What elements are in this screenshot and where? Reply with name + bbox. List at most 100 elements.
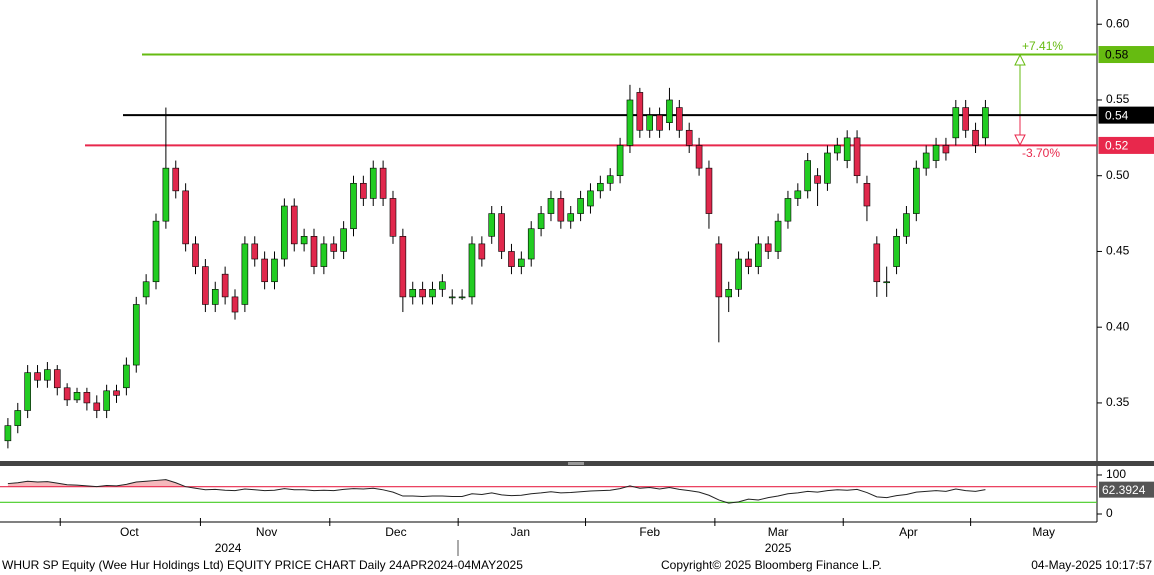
annotation: -3.70%	[1022, 146, 1060, 160]
candle-body	[290, 205, 298, 245]
candle-body	[636, 92, 644, 131]
candle-body	[53, 369, 61, 389]
candle-body	[685, 129, 693, 146]
candle-body	[468, 243, 476, 298]
level-box	[1098, 46, 1154, 64]
month-label: Oct	[120, 525, 139, 539]
candle-body	[44, 369, 51, 381]
month-label: Jan	[511, 525, 530, 539]
candle-body	[93, 402, 101, 411]
value-box	[1099, 481, 1154, 498]
candle-body	[784, 198, 792, 222]
value-label: 62.3924	[1102, 483, 1146, 497]
candle-body	[537, 213, 545, 230]
month-label: Dec	[385, 525, 406, 539]
candle-body	[745, 258, 752, 267]
candle-body	[804, 160, 811, 192]
candle-body	[932, 145, 940, 161]
candle-body	[231, 296, 239, 313]
year-label: 2024	[215, 541, 242, 555]
candle-body	[24, 372, 31, 411]
candle-body	[221, 273, 229, 298]
candle-body	[843, 137, 851, 161]
y-tick-label: 0.40	[1106, 319, 1130, 333]
annotation: +7.41%	[1022, 39, 1063, 53]
candle-body	[63, 387, 71, 401]
candle-body	[73, 392, 81, 401]
candle-body	[182, 190, 189, 245]
month-label: Nov	[256, 525, 277, 539]
candle-body	[330, 243, 338, 252]
candle-body	[606, 175, 614, 184]
candle-body	[14, 410, 22, 426]
candle-body	[261, 258, 268, 283]
level-box	[1098, 136, 1154, 154]
footer-right: 04-May-2025 10:17:57	[1031, 558, 1152, 572]
y-tick-label: 0.60	[1106, 16, 1130, 30]
candle-body	[271, 258, 278, 283]
y-tick-label: 0.45	[1106, 244, 1130, 258]
candle-body	[824, 152, 831, 184]
candle-body	[103, 390, 110, 411]
y-tick-label: 0.50	[1106, 168, 1130, 182]
up-arrow-head	[1014, 53, 1026, 66]
candle-body	[281, 205, 288, 260]
candle-body	[518, 258, 525, 267]
candle-body	[873, 243, 881, 283]
candle-body	[755, 243, 762, 267]
footer-center: Copyright© 2025 Bloomberg Finance L.P.	[661, 558, 882, 572]
month-label: May	[1032, 525, 1055, 539]
candle-body	[300, 236, 308, 245]
candle-body	[152, 220, 160, 283]
year-label: 2025	[765, 541, 792, 555]
candle-body	[626, 99, 634, 146]
candle-body	[389, 198, 397, 237]
candle-body	[241, 243, 249, 305]
candle-body	[764, 243, 772, 252]
y-tick-label: 0.35	[1106, 395, 1130, 409]
candle-body	[725, 289, 733, 298]
candle-body	[192, 243, 199, 267]
candle-body	[972, 129, 979, 146]
candle-body	[142, 281, 150, 298]
candle-body	[567, 213, 575, 222]
candle-body	[962, 107, 969, 131]
candle-body	[448, 296, 456, 299]
candle-body	[123, 364, 130, 389]
candle-body	[577, 198, 584, 214]
candle-body	[409, 289, 417, 298]
candle-body	[251, 243, 259, 260]
candle-body	[597, 182, 604, 192]
candle-body	[202, 266, 209, 305]
candle-body	[893, 236, 900, 267]
candle-body	[508, 251, 515, 267]
candle-body	[369, 167, 377, 199]
candle-body	[735, 258, 742, 290]
candle-body	[439, 281, 446, 290]
separator-grip	[568, 462, 584, 465]
candle-body	[913, 167, 920, 214]
candle-body	[834, 145, 841, 154]
month-label: Feb	[639, 525, 660, 539]
candle-body	[557, 198, 565, 222]
candle-body	[399, 236, 407, 298]
footer-left: WHUR SP Equity (Wee Hur Holdings Ltd) EQ…	[2, 558, 523, 572]
candle-body	[883, 281, 890, 284]
candle-body	[952, 107, 960, 139]
candle-body	[113, 390, 120, 396]
y-tick-label: 100	[1106, 467, 1126, 481]
candle-body	[656, 114, 663, 131]
candle-body	[942, 145, 950, 154]
candle-body	[695, 145, 703, 169]
candle-body	[705, 167, 713, 214]
candle-body	[903, 213, 910, 237]
candle-body	[172, 167, 180, 192]
candle-body	[162, 167, 170, 222]
candle-body	[922, 152, 930, 169]
candle-body	[547, 198, 555, 214]
candle-body	[488, 213, 496, 237]
rsi-line	[7, 479, 986, 504]
candle-body	[982, 107, 989, 139]
candle-body	[715, 243, 723, 298]
